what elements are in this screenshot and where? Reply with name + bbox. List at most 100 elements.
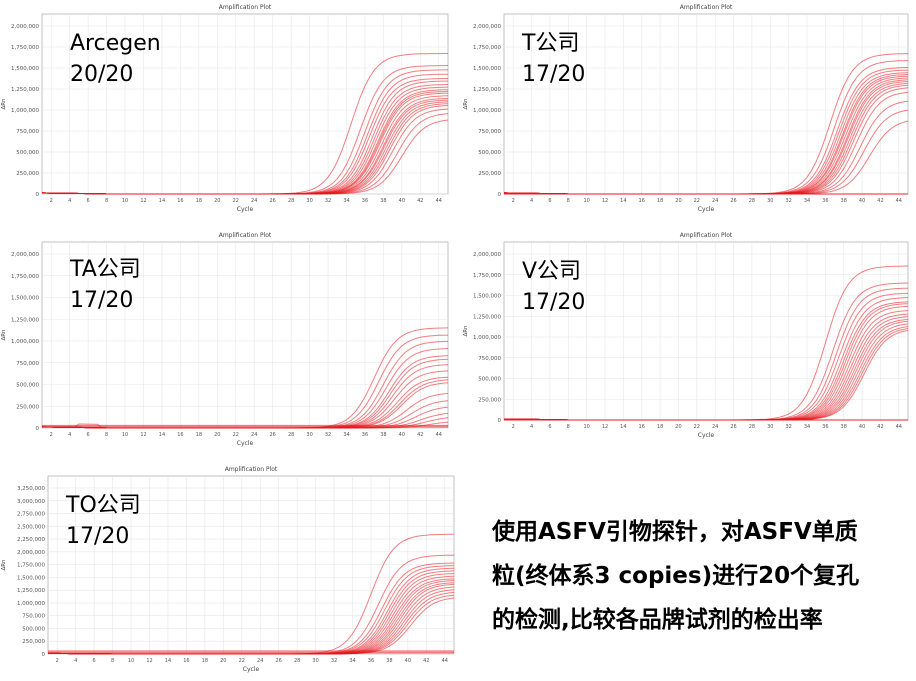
y-tick-label: 0 bbox=[36, 426, 40, 432]
x-tick-label: 16 bbox=[639, 424, 645, 430]
x-tick-label: 12 bbox=[146, 658, 152, 664]
x-tick-label: 6 bbox=[87, 432, 90, 438]
x-axis-label: Cycle bbox=[237, 206, 254, 213]
x-tick-label: 14 bbox=[165, 658, 171, 664]
y-tick-label: 2,000,000 bbox=[17, 550, 45, 556]
y-tick-label: 1,750,000 bbox=[17, 563, 45, 569]
y-tick-label: 1,750,000 bbox=[473, 273, 501, 279]
y-tick-label: 1,000,000 bbox=[17, 601, 45, 607]
x-tick-label: 6 bbox=[93, 658, 96, 664]
amplification-plot-ta-company: Amplification Plot 0 250,000 500,000 750,000… bbox=[0, 228, 452, 456]
x-tick-label: 10 bbox=[583, 198, 589, 204]
x-tick-label: 22 bbox=[694, 424, 700, 430]
y-tick-label: 2,000,000 bbox=[473, 24, 501, 30]
chart-svg: Amplification Plot 0 250,000 500,000 750,000… bbox=[1, 466, 455, 673]
x-tick-label: 36 bbox=[362, 432, 368, 438]
amplification-curve bbox=[48, 597, 455, 655]
y-tick-label: 1,000,000 bbox=[11, 339, 39, 345]
x-tick-label: 2 bbox=[50, 432, 53, 438]
plot-title: Amplification Plot bbox=[680, 4, 733, 11]
x-tick-label: 26 bbox=[275, 658, 281, 664]
y-tick-label: 500,000 bbox=[16, 383, 39, 389]
plot-title: Amplification Plot bbox=[219, 232, 272, 239]
x-tick-label: 12 bbox=[140, 432, 146, 438]
x-tick-label: 6 bbox=[548, 198, 551, 204]
x-tick-label: 28 bbox=[294, 658, 300, 664]
x-tick-label: 2 bbox=[512, 198, 515, 204]
x-tick-label: 32 bbox=[785, 424, 791, 430]
x-tick-label: 4 bbox=[530, 424, 533, 430]
x-tick-label: 44 bbox=[436, 432, 442, 438]
x-tick-label: 6 bbox=[87, 198, 90, 204]
x-tick-label: 26 bbox=[730, 424, 736, 430]
y-tick-label: 1,250,000 bbox=[11, 317, 39, 323]
x-tick-label: 8 bbox=[567, 198, 570, 204]
x-tick-label: 42 bbox=[417, 432, 423, 438]
y-tick-label: 250,000 bbox=[16, 404, 39, 410]
x-tick-label: 30 bbox=[306, 198, 312, 204]
x-tick-label: 10 bbox=[122, 432, 128, 438]
y-tick-label: 1,250,000 bbox=[473, 314, 501, 320]
x-axis-label: Cycle bbox=[698, 432, 715, 439]
x-axis-label: Cycle bbox=[698, 206, 715, 213]
y-axis-label: ΔRn bbox=[1, 98, 7, 110]
plot-title: Amplification Plot bbox=[680, 232, 733, 239]
brand-name: T公司 bbox=[522, 31, 580, 56]
x-tick-label: 34 bbox=[343, 198, 349, 204]
x-tick-label: 2 bbox=[50, 198, 53, 204]
x-tick-label: 8 bbox=[105, 198, 108, 204]
y-tick-label: 500,000 bbox=[478, 150, 501, 156]
detection-score: 17/20 bbox=[522, 290, 586, 315]
x-tick-label: 40 bbox=[859, 198, 865, 204]
y-tick-label: 750,000 bbox=[478, 356, 501, 362]
y-tick-label: 1,500,000 bbox=[17, 575, 45, 581]
y-axis-label: ΔRn bbox=[1, 329, 7, 341]
y-tick-label: 500,000 bbox=[22, 626, 45, 632]
y-tick-label: 1,500,000 bbox=[473, 294, 501, 300]
x-tick-label: 40 bbox=[399, 432, 405, 438]
x-tick-label: 24 bbox=[712, 198, 718, 204]
x-tick-label: 40 bbox=[405, 658, 411, 664]
x-tick-label: 20 bbox=[675, 198, 681, 204]
x-tick-label: 20 bbox=[214, 198, 220, 204]
x-tick-label: 42 bbox=[417, 198, 423, 204]
x-tick-label: 22 bbox=[233, 198, 239, 204]
x-tick-label: 18 bbox=[196, 198, 202, 204]
y-tick-label: 0 bbox=[36, 192, 40, 198]
y-tick-label: 500,000 bbox=[16, 150, 39, 156]
x-tick-label: 14 bbox=[159, 432, 165, 438]
x-tick-label: 38 bbox=[386, 658, 392, 664]
y-tick-label: 1,750,000 bbox=[11, 274, 39, 280]
y-tick-label: 2,750,000 bbox=[17, 512, 45, 518]
x-tick-label: 36 bbox=[362, 198, 368, 204]
x-tick-label: 12 bbox=[140, 198, 146, 204]
x-tick-label: 36 bbox=[368, 658, 374, 664]
x-tick-label: 24 bbox=[251, 198, 257, 204]
x-tick-label: 38 bbox=[841, 424, 847, 430]
x-tick-label: 30 bbox=[312, 658, 318, 664]
x-tick-label: 8 bbox=[105, 432, 108, 438]
y-axis-label: ΔRn bbox=[463, 98, 469, 110]
x-tick-label: 28 bbox=[288, 432, 294, 438]
y-tick-label: 2,000,000 bbox=[11, 252, 39, 258]
caption-line-1: 使用ASFV引物探针，对ASFV单质 bbox=[492, 519, 858, 545]
y-tick-label: 750,000 bbox=[22, 614, 45, 620]
x-axis-label: Cycle bbox=[237, 440, 254, 447]
x-tick-label: 4 bbox=[68, 198, 71, 204]
y-tick-label: 1,750,000 bbox=[11, 45, 39, 51]
y-tick-label: 1,250,000 bbox=[17, 588, 45, 594]
x-tick-label: 42 bbox=[877, 424, 883, 430]
amplification-plot-to-company: Amplification Plot 0 250,000 500,000 750,000… bbox=[0, 462, 458, 681]
amplification-plot-v-company: Amplification Plot 0 250,000 500,000 750,000… bbox=[462, 228, 912, 450]
chart-svg: Amplification Plot 0 250,000 500,000 750,000… bbox=[1, 4, 449, 213]
x-tick-label: 20 bbox=[220, 658, 226, 664]
x-tick-label: 38 bbox=[380, 432, 386, 438]
plot-title: Amplification Plot bbox=[219, 4, 272, 11]
x-tick-label: 4 bbox=[74, 658, 77, 664]
x-tick-label: 34 bbox=[343, 432, 349, 438]
brand-label: TA公司 17/20 bbox=[70, 254, 141, 316]
x-tick-label: 16 bbox=[177, 432, 183, 438]
y-tick-label: 0 bbox=[42, 652, 46, 658]
y-tick-label: 500,000 bbox=[478, 377, 501, 383]
x-tick-label: 32 bbox=[331, 658, 337, 664]
